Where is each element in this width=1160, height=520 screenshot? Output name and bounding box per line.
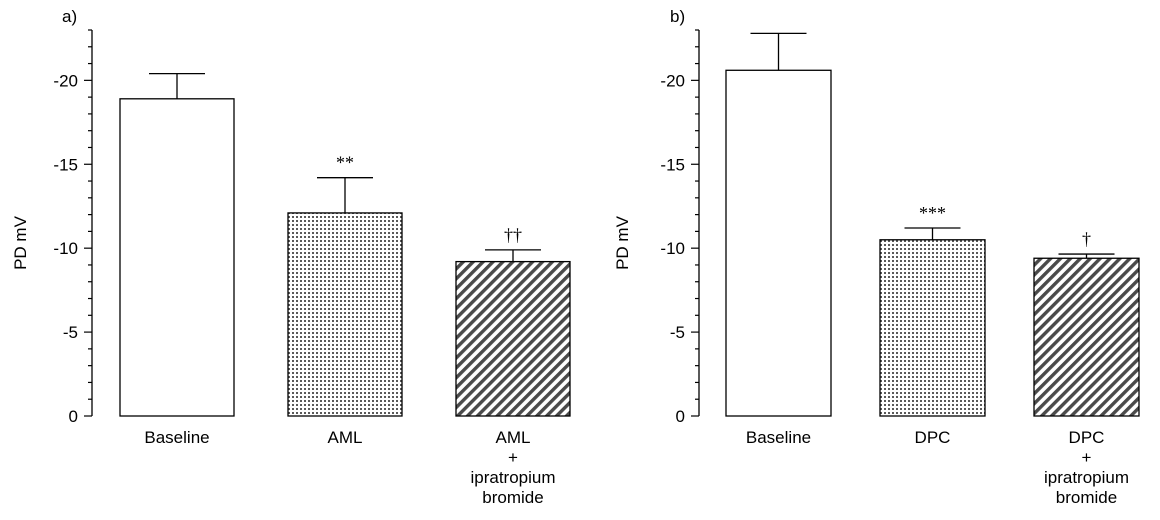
bar-1 (879, 239, 986, 417)
category-label: Baseline (144, 428, 209, 447)
category-label: + (1082, 448, 1092, 467)
y-tick-label: -15 (660, 155, 685, 174)
y-tick-label: -20 (660, 71, 685, 90)
significance-mark: † (1082, 229, 1091, 249)
bar-1 (287, 212, 403, 417)
category-label: ipratropium (1044, 468, 1129, 487)
y-tick-label: -10 (53, 239, 78, 258)
panel-label: b) (670, 7, 685, 26)
category-label: bromide (482, 488, 543, 507)
bar-2 (455, 260, 571, 417)
bar-0 (725, 69, 832, 417)
category-label: AML (328, 428, 363, 447)
y-tick-label: -10 (660, 239, 685, 258)
y-tick-label: -20 (53, 71, 78, 90)
category-label: + (508, 448, 518, 467)
category-label: bromide (1056, 488, 1117, 507)
y-tick-label: 0 (676, 407, 685, 426)
y-tick-label: -5 (63, 323, 78, 342)
bar-2 (1033, 257, 1140, 417)
category-label: ipratropium (470, 468, 555, 487)
significance-mark: †† (504, 225, 522, 245)
y-axis-label: PD mV (613, 215, 632, 270)
significance-mark: ** (336, 153, 354, 173)
category-label: Baseline (746, 428, 811, 447)
y-tick-label: -15 (53, 155, 78, 174)
panel-label: a) (62, 7, 77, 26)
y-tick-label: 0 (69, 407, 78, 426)
y-tick-label: -5 (670, 323, 685, 342)
y-axis-label: PD mV (11, 215, 30, 270)
category-label: DPC (1069, 428, 1105, 447)
bar-0 (119, 98, 235, 417)
category-label: AML (496, 428, 531, 447)
significance-mark: *** (919, 203, 946, 223)
category-label: DPC (915, 428, 951, 447)
